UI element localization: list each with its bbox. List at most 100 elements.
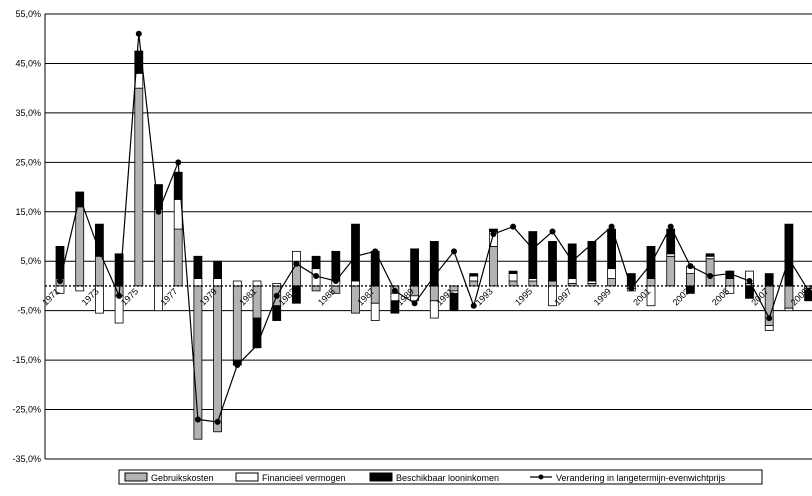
bar-segment	[529, 281, 537, 286]
line-point	[431, 273, 437, 279]
bar-segment	[470, 274, 478, 276]
line-point	[628, 285, 634, 291]
bar-segment	[509, 281, 517, 286]
bar-segment	[135, 88, 143, 286]
bar-segment	[509, 271, 517, 273]
line-point	[451, 248, 457, 254]
x-tick-label: 1995	[513, 286, 534, 307]
bar-segment	[214, 261, 222, 278]
bar-segment	[726, 279, 734, 286]
bar-segment	[194, 279, 202, 286]
line-point	[77, 194, 83, 200]
bar-segment	[785, 224, 793, 286]
series-line	[60, 34, 812, 422]
bar-segment	[76, 286, 84, 291]
bar-segment	[371, 303, 379, 320]
legend-label-beschikbaar-looninkomen: Beschikbaar looninkomen	[396, 473, 499, 483]
bar-segment	[312, 256, 320, 268]
line-point	[530, 246, 536, 252]
bar-segment	[667, 256, 675, 286]
bar-segment	[194, 256, 202, 278]
x-tick-label: 1993	[474, 286, 495, 307]
y-tick-label: -15,0%	[12, 355, 41, 365]
bar-segment	[568, 279, 576, 284]
line-point	[490, 231, 496, 237]
line-point	[254, 342, 260, 348]
bar-segment	[608, 279, 616, 286]
line-point	[550, 229, 556, 235]
bar-segment	[489, 246, 497, 286]
line-point	[96, 248, 102, 254]
legend-label-gebruikskosten: Gebruikskosten	[151, 473, 214, 483]
line-point	[687, 263, 693, 269]
line-point	[156, 209, 162, 215]
bar-segment	[214, 286, 222, 432]
y-tick-label: -25,0%	[12, 405, 41, 415]
line-point	[372, 248, 378, 254]
bar-segment	[292, 251, 300, 261]
line-point	[195, 416, 201, 422]
line-point	[353, 253, 359, 259]
y-tick-label: 55,0%	[15, 9, 41, 19]
legend-swatch-financieel-vermogen	[236, 473, 258, 481]
bar-segment	[253, 281, 261, 286]
bar-segment	[95, 256, 103, 286]
line-point	[234, 362, 240, 368]
legend-label-financieel-vermogen: Financieel vermogen	[262, 473, 346, 483]
bar-segment	[470, 281, 478, 286]
line-point	[727, 271, 733, 277]
bar-segment	[470, 276, 478, 281]
bar-segment	[647, 279, 655, 286]
line-point	[136, 31, 142, 37]
y-tick-label: -5,0%	[17, 306, 41, 316]
line-point	[313, 273, 319, 279]
x-tick-label: 1999	[592, 286, 613, 307]
line-point	[412, 300, 418, 306]
bar-segment	[785, 308, 793, 310]
bar-segment	[588, 241, 596, 281]
y-tick-label: 5,0%	[20, 256, 41, 266]
bar-segment	[706, 254, 714, 256]
bar-segment	[233, 281, 241, 286]
bar-segment	[352, 281, 360, 286]
line-point	[215, 419, 221, 425]
legend-marker-sample	[539, 475, 544, 480]
bar-segment	[214, 279, 222, 286]
bar-segment	[56, 246, 64, 278]
y-tick-label: 25,0%	[15, 157, 41, 167]
bar-segment	[765, 274, 773, 286]
bar-segment	[549, 281, 557, 286]
bar-segment	[765, 326, 773, 331]
bar-segment	[509, 274, 517, 281]
bar-segment	[686, 274, 694, 286]
bar-segment	[411, 249, 419, 286]
line-point	[766, 315, 772, 321]
legend-label-evenwichtprijs: Verandering in langetermijn-evenwichtpri…	[556, 473, 726, 483]
bar-segment	[273, 306, 281, 321]
bar-segment	[155, 209, 163, 286]
price-change-line	[57, 31, 812, 425]
legend-swatch-beschikbaar-looninkomen	[370, 473, 392, 481]
bar-segment	[352, 224, 360, 281]
y-tick-label: 35,0%	[15, 108, 41, 118]
line-point	[609, 224, 615, 230]
y-tick-labels: 55,0% 45,0% 35,0% 25,0% 15,0% 5,0% -5,0% -15,0%…	[12, 9, 41, 464]
line-point	[569, 258, 575, 264]
bar-segment	[706, 259, 714, 286]
bar-segment	[174, 229, 182, 286]
line-point	[747, 278, 753, 284]
line-point	[57, 278, 63, 284]
y-tick-label: 15,0%	[15, 207, 41, 217]
line-point	[392, 288, 398, 294]
line-point	[175, 159, 181, 165]
bar-segment	[549, 241, 557, 281]
bar-segment	[76, 207, 84, 286]
y-tick-label: 45,0%	[15, 58, 41, 68]
line-point	[668, 224, 674, 230]
bars	[56, 51, 812, 439]
bar-segment	[312, 286, 320, 291]
line-point	[293, 261, 299, 267]
bar-segment	[608, 269, 616, 279]
line-point	[333, 278, 339, 284]
